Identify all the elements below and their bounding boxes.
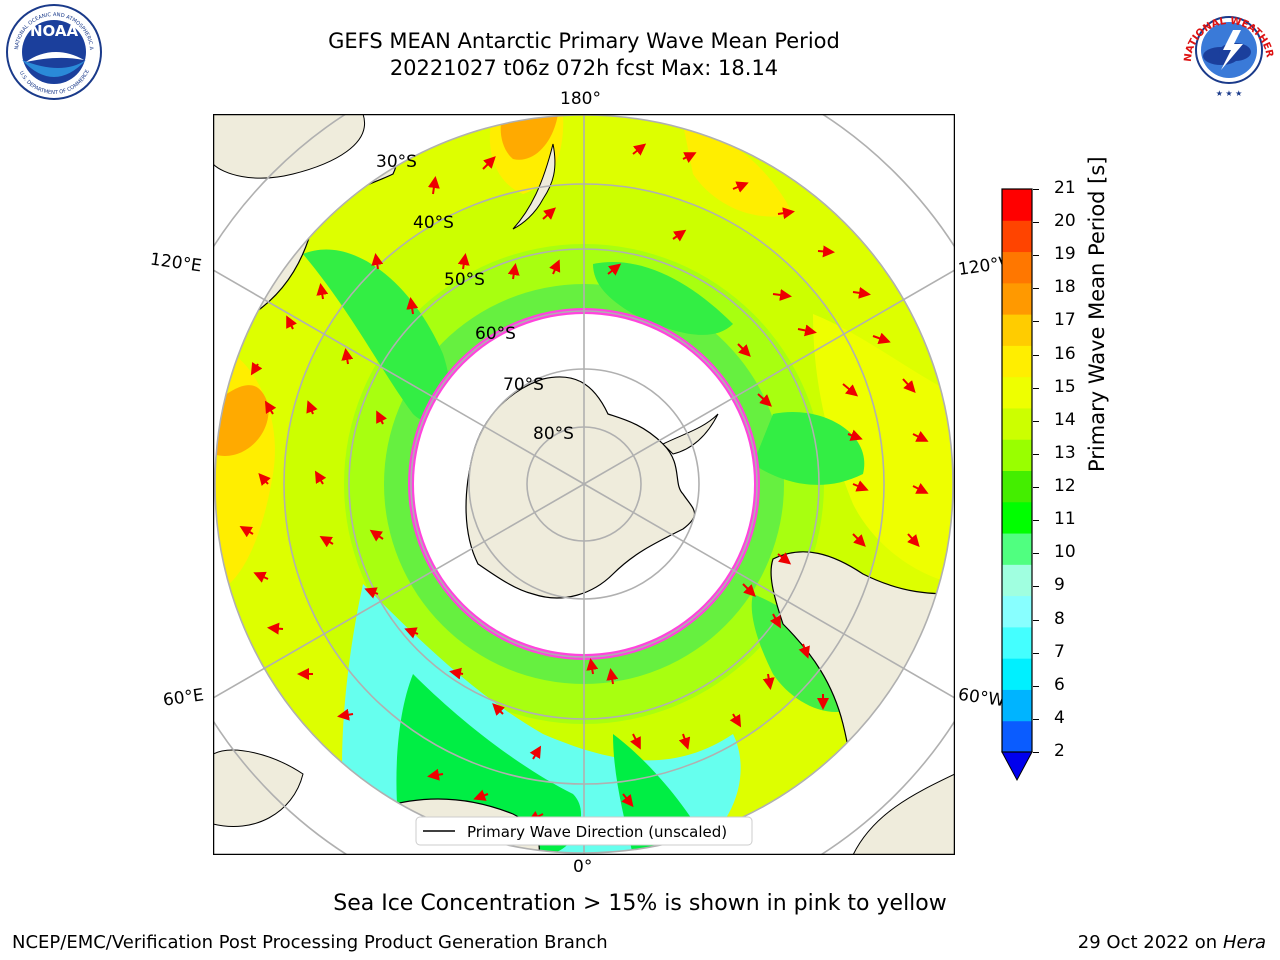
colorbar-tick-label: 15 <box>1054 376 1076 397</box>
colorbar-segment <box>1002 376 1032 409</box>
colorbar-segment <box>1002 345 1032 378</box>
colorbar-tick-mark <box>1033 586 1039 588</box>
footer-host: Hera <box>1222 932 1266 953</box>
colorbar-label: Primary Wave Mean Period [s] <box>1085 156 1109 472</box>
meridian-label-120e: 120°E <box>148 249 203 277</box>
noaa-logo-text: NOAA <box>30 22 79 40</box>
lat-label-60s: 60°S <box>475 324 516 344</box>
colorbar-tick-mark <box>1033 288 1039 290</box>
colorbar-segment <box>1002 470 1032 503</box>
colorbar-segment <box>1002 189 1032 221</box>
footer-left: NCEP/EMC/Verification Post Processing Pr… <box>12 932 608 953</box>
meridian-label-60w: 60°W <box>956 684 1007 712</box>
meridian-label-60e: 60°E <box>161 685 206 711</box>
colorbar-tick-label: 17 <box>1054 310 1076 331</box>
colorbar-segment <box>1002 626 1032 659</box>
colorbar-tick-label: 18 <box>1054 277 1076 298</box>
colorbar-segment <box>1002 533 1032 565</box>
colorbar-tick-label: 9 <box>1054 575 1065 596</box>
footer-right: 29 Oct 2022 on Hera <box>1078 932 1266 953</box>
colorbar-tick-mark <box>1033 487 1039 489</box>
colorbar-tick-mark <box>1033 652 1039 654</box>
colorbar-tick-mark <box>1033 718 1039 720</box>
colorbar-tick-mark <box>1033 189 1039 190</box>
footer-date: 29 Oct 2022 on <box>1077 932 1218 953</box>
direction-legend: Primary Wave Direction (unscaled) <box>415 816 753 846</box>
colorbar-tick-label: 14 <box>1054 409 1076 430</box>
wave-direction-arrows <box>239 143 929 822</box>
meridian-label-0: 0° <box>573 857 593 877</box>
colorbar-tick-label: 2 <box>1054 741 1065 761</box>
polar-map: Primary Wave Direction (unscaled) <box>213 114 955 855</box>
colorbar-tick-mark <box>1033 255 1039 257</box>
colorbar-tick-mark <box>1033 685 1039 687</box>
legend-label: Primary Wave Direction (unscaled) <box>467 823 727 841</box>
colorbar <box>1001 188 1033 782</box>
colorbar-segment <box>1002 439 1032 471</box>
noaa-logo: NOAA NATIONAL OCEANIC AND ATMOSPHERIC AD… <box>2 2 102 100</box>
colorbar-tick-label: 7 <box>1054 641 1065 662</box>
chart-title: GEFS MEAN Antarctic Primary Wave Mean Pe… <box>328 29 840 53</box>
colorbar-segment <box>1002 282 1032 315</box>
colorbar-tick-label: 10 <box>1054 542 1076 563</box>
colorbar-tick-label: 12 <box>1054 476 1076 497</box>
meridian-label-180: 180° <box>560 89 601 109</box>
colorbar-tick-label: 4 <box>1054 707 1065 728</box>
colorbar-tick-mark <box>1033 387 1039 389</box>
caption: Sea Ice Concentration > 15% is shown in … <box>333 891 947 916</box>
colorbar-tick-mark <box>1033 619 1039 621</box>
colorbar-segment <box>1002 595 1032 628</box>
colorbar-segment <box>1002 720 1032 753</box>
graticule <box>213 114 955 855</box>
colorbar-tick-label: 19 <box>1054 244 1076 265</box>
svg-text:★ ★ ★: ★ ★ ★ <box>1216 89 1243 98</box>
colorbar-tick-label: 20 <box>1054 211 1076 232</box>
colorbar-segment <box>1002 220 1032 253</box>
colorbar-tick-mark <box>1033 453 1039 455</box>
colorbar-tick-mark <box>1033 752 1039 753</box>
colorbar-tick-mark <box>1033 520 1039 522</box>
colorbar-tick-label: 16 <box>1054 343 1076 364</box>
colorbar-tick-mark <box>1033 222 1039 224</box>
colorbar-tick-mark <box>1033 354 1039 356</box>
colorbar-segment <box>1002 501 1032 534</box>
colorbar-tick-label: 8 <box>1054 608 1065 629</box>
colorbar-segment <box>1002 564 1032 597</box>
colorbar-tick-label: 21 <box>1054 178 1076 198</box>
colorbar-tick-label: 6 <box>1054 674 1065 695</box>
chart-subtitle: 20221027 t06z 072h fcst Max: 18.14 <box>389 56 779 80</box>
lat-label-50s: 50°S <box>444 270 485 290</box>
colorbar-segment <box>1002 689 1032 722</box>
colorbar-segment <box>1002 658 1032 690</box>
colorbar-segment <box>1002 407 1032 440</box>
nws-logo: NATIONAL WEATHER SERVICE ★ ★ ★ <box>1177 0 1277 98</box>
colorbar-tick-label: 13 <box>1054 442 1076 463</box>
colorbar-extend-arrow <box>1001 751 1033 782</box>
colorbar-segment <box>1002 251 1032 284</box>
colorbar-tick-label: 11 <box>1054 509 1076 530</box>
colorbar-tick-mark <box>1033 321 1039 323</box>
lat-label-80s: 80°S <box>533 424 574 444</box>
lat-label-30s: 30°S <box>376 152 417 172</box>
colorbar-tick-mark <box>1033 553 1039 555</box>
lat-label-70s: 70°S <box>503 375 544 395</box>
colorbar-tick-mark <box>1033 420 1039 422</box>
lat-label-40s: 40°S <box>413 213 454 233</box>
colorbar-segment <box>1002 314 1032 346</box>
